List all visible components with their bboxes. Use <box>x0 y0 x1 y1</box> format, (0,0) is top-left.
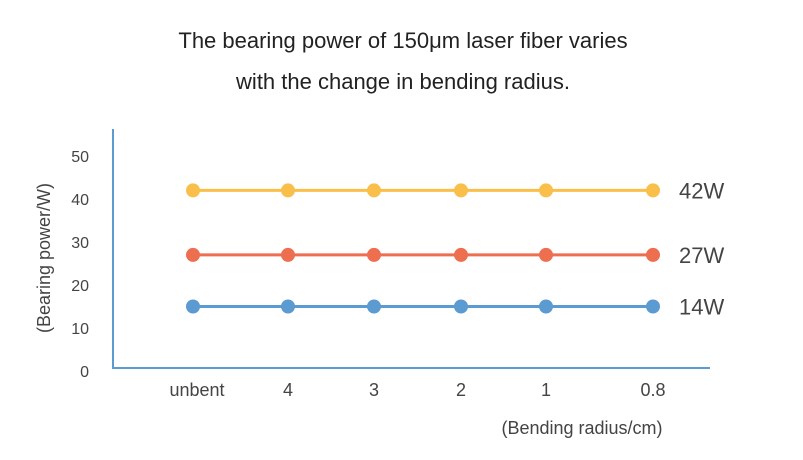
data-point <box>539 299 553 314</box>
y-tick-labels: 0 10 20 30 40 50 <box>71 149 89 381</box>
data-point <box>186 247 200 262</box>
data-point <box>367 299 381 314</box>
data-point <box>281 299 295 314</box>
data-point <box>281 247 295 262</box>
data-point <box>539 183 553 198</box>
x-tick-label: unbent <box>169 380 224 400</box>
x-tick-labels: unbent 4 3 2 1 0.8 <box>169 380 665 400</box>
data-point <box>646 183 660 198</box>
data-point <box>646 299 660 314</box>
series-end-label: 27W <box>679 243 724 268</box>
y-tick-label: 10 <box>71 321 89 338</box>
data-point <box>186 183 200 198</box>
y-tick-label: 30 <box>71 235 89 252</box>
series-end-label: 42W <box>679 178 724 203</box>
y-tick-label: 20 <box>71 278 89 295</box>
data-point <box>454 247 468 262</box>
data-point <box>454 183 468 198</box>
data-point <box>281 183 295 198</box>
data-point <box>367 247 381 262</box>
series-end-label: 14W <box>679 295 724 320</box>
data-point <box>367 183 381 198</box>
x-tick-label: 2 <box>456 380 466 400</box>
x-tick-label: 0.8 <box>640 380 665 400</box>
data-point <box>186 299 200 314</box>
x-tick-label: 3 <box>369 380 379 400</box>
y-tick-label: 50 <box>71 149 89 166</box>
x-tick-label: 1 <box>541 380 551 400</box>
data-point <box>646 247 660 262</box>
x-tick-label: 4 <box>283 380 293 400</box>
data-point <box>539 247 553 262</box>
chart-title-line-1: The bearing power of 150μm laser fiber v… <box>178 28 627 53</box>
y-axis-title: (Bearing power/W) <box>34 183 54 333</box>
y-tick-label: 0 <box>80 364 89 381</box>
data-point <box>454 299 468 314</box>
series-layer: 42W 27W 14W <box>186 178 724 320</box>
y-tick-label: 40 <box>71 192 89 209</box>
x-axis-title: (Bending radius/cm) <box>501 418 662 438</box>
chart-title-line-2: with the change in bending radius. <box>235 69 570 94</box>
